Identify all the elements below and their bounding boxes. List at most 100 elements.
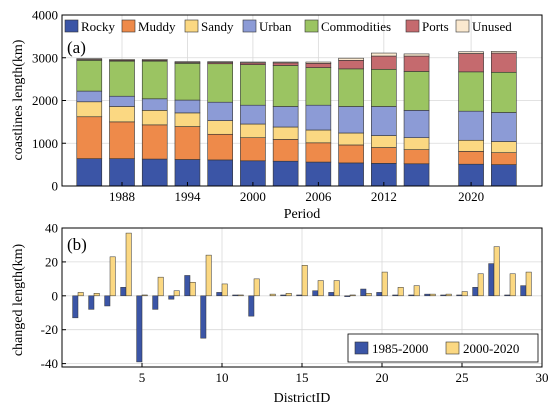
bar-segment-rocky [403, 163, 430, 187]
legend-swatch [184, 19, 199, 33]
bar-segment-muddy [371, 147, 397, 164]
legend-label: Urban [259, 19, 292, 34]
legend-item: Sandy [184, 19, 234, 34]
panel-a-x-axis-label: Period [284, 207, 321, 222]
bar-segment-muddy [272, 139, 299, 162]
bar-1985-2000 [376, 292, 383, 297]
bar-segment-muddy [141, 124, 168, 160]
bar-2000-2020 [253, 278, 260, 297]
bar-2000-2020 [189, 281, 196, 297]
bar-group [392, 287, 404, 297]
legend-label: Unused [472, 19, 512, 34]
bar-segment-muddy [338, 144, 364, 164]
bar-segment-unused [305, 61, 332, 64]
bar-segment-commodities [141, 60, 168, 100]
bar-2000-2020 [77, 292, 84, 297]
y-tick-label: 2000 [32, 93, 58, 108]
bar-stack [371, 52, 397, 187]
y-tick-label: 0 [52, 179, 59, 194]
legend-item: Unused [455, 19, 512, 34]
bar-segment-muddy [207, 133, 233, 161]
x-tick-label: 25 [456, 370, 469, 385]
panel-b-x-axis-label: DistrictID [274, 391, 331, 406]
bar-1985-2000 [280, 294, 287, 297]
bar-segment-sandy [305, 129, 332, 144]
legend-label: Muddy [138, 19, 176, 34]
bar-group [168, 290, 180, 300]
legend-item: Ports [405, 19, 449, 34]
panel-a-x-ticks: 1988 1994 2000 2006 2012 2020 [109, 182, 484, 204]
legend-label: Ports [422, 19, 449, 34]
bar-group [296, 265, 308, 297]
bar-2000-2020 [205, 254, 212, 297]
bar-stack [207, 61, 233, 187]
bar-group [280, 293, 292, 297]
bar-2000-2020 [109, 256, 116, 297]
y-tick-label: -40 [41, 356, 58, 371]
bar-segment-commodities [240, 64, 266, 106]
bar-group [72, 292, 84, 319]
bar-1985-2000 [216, 292, 223, 297]
bar-group [312, 280, 324, 297]
bar-segment-commodities [207, 63, 233, 103]
bar-segment-unused [174, 61, 201, 63]
bar-segment-sandy [76, 101, 103, 118]
bar-segment-muddy [403, 149, 430, 165]
bar-2000-2020 [445, 293, 452, 297]
x-tick-label: 2006 [305, 189, 332, 204]
bar-segment-ports [403, 55, 430, 72]
legend-swatch [354, 341, 369, 355]
panel-b-y-axis-label: changed length(km) [11, 243, 26, 356]
panel-a-y-axis-label: coastlines length(km) [11, 39, 26, 160]
bar-segment-unused [240, 61, 266, 64]
bar-1985-2000 [360, 288, 367, 297]
panel-b-label: (b) [67, 235, 87, 254]
y-tick-label: 0 [52, 288, 59, 303]
bar-segment-commodities [109, 60, 135, 97]
legend-swatch [242, 19, 257, 33]
bar-group [344, 294, 356, 297]
y-tick-label: 3000 [32, 50, 58, 65]
bar-group [456, 291, 468, 297]
bar-segment-muddy [305, 142, 332, 163]
bar-segment-ports [491, 52, 517, 73]
bar-1985-2000 [408, 294, 415, 297]
bar-segment-commodities [371, 68, 397, 107]
bar-2000-2020 [349, 294, 356, 297]
bar-group [152, 276, 164, 310]
legend-swatch [445, 341, 460, 355]
bar-segment-muddy [109, 121, 135, 159]
bar-segment-rocky [141, 158, 168, 187]
bar-2000-2020 [141, 294, 148, 297]
bar-stack [141, 59, 168, 187]
legend-label: Sandy [201, 19, 234, 34]
bar-segment-urban [174, 99, 201, 114]
legend-swatch [455, 19, 470, 33]
bar-2000-2020 [461, 291, 468, 297]
bar-segment-unused [109, 59, 135, 61]
legend-box [347, 333, 539, 363]
bar-1985-2000 [392, 294, 399, 297]
bar-segment-unused [207, 61, 233, 63]
bar-group [136, 294, 148, 363]
bar-1985-2000 [520, 285, 527, 297]
panel-b-x-ticks: 5 10 15 20 25 30 [139, 363, 549, 385]
legend-label: Rocky [81, 19, 115, 34]
bar-group [360, 288, 372, 297]
bar-segment-rocky [174, 159, 201, 187]
bar-group [424, 293, 436, 297]
bar-stack [458, 51, 484, 187]
bar-segment-rocky [272, 160, 299, 187]
panel-a-legend: Rocky Muddy Sandy Urban Commodities Ports Unus… [64, 19, 512, 34]
bar-segment-muddy [76, 116, 103, 159]
panel-b-chart: -40 -20 0 20 40 5 10 15 20 25 30 (b) 1985-2000 200… [11, 221, 549, 407]
bar-segment-rocky [338, 162, 364, 187]
bar-segment-ports [305, 63, 332, 68]
x-tick-label: 2000 [240, 189, 266, 204]
bar-segment-commodities [272, 65, 299, 107]
bar-segment-unused [338, 57, 364, 61]
bar-2000-2020 [397, 287, 404, 297]
bar-segment-urban [403, 110, 430, 138]
panel-a-y-ticks: 0 1000 2000 3000 4000 [32, 8, 66, 194]
x-tick-label: 10 [216, 370, 229, 385]
